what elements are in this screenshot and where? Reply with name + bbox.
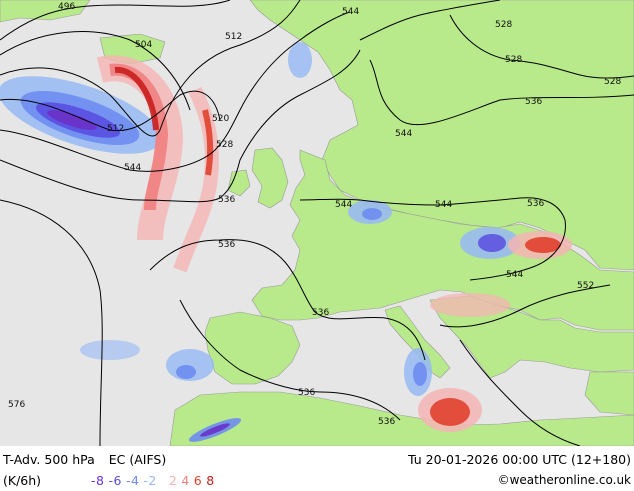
footer-row-top: T-Adv. 500 hPa EC (AIFS) Tu 20-01-2026 0…	[3, 452, 631, 470]
legend-value: -8	[91, 473, 105, 488]
contour-label: 536	[218, 195, 235, 205]
legend-value: 2	[168, 473, 178, 488]
parameter-title: T-Adv. 500 hPa	[3, 452, 95, 467]
contour-label: 496	[58, 2, 75, 12]
map-area: 496 504 512 512 520 528 536 536 536 536 …	[0, 0, 634, 446]
legend-value: 8	[206, 473, 215, 488]
contour-label: 536	[378, 417, 395, 427]
geopotential-contours	[0, 0, 634, 446]
contour-label: 520	[212, 114, 229, 124]
contour-label: 544	[335, 200, 352, 210]
contour-label: 552	[577, 281, 594, 291]
credit-link[interactable]: ©weatheronline.co.uk	[497, 473, 631, 487]
units-label: (K/6h)	[3, 473, 42, 488]
contour-label: 544	[395, 129, 412, 139]
contour-label: 528	[495, 20, 512, 30]
color-legend: -8 -6 -4 -2 2 4 6 8	[91, 473, 219, 488]
contour-label: 528	[505, 55, 522, 65]
contour-label: 544	[435, 200, 452, 210]
legend-value: -4	[125, 473, 140, 488]
contour-label: 544	[342, 7, 359, 17]
legend-value: 4	[181, 473, 190, 488]
contour-label: 528	[604, 77, 621, 87]
contour-label: 512	[107, 124, 124, 134]
contour-labels: 496 504 512 512 520 528 536 536 536 536 …	[8, 2, 621, 427]
contour-label: 544	[506, 270, 523, 280]
model-name: EC (AIFS)	[108, 452, 167, 467]
legend-value: -2	[143, 473, 157, 488]
contour-label: 512	[225, 32, 242, 42]
contour-label: 536	[312, 308, 329, 318]
contour-label: 536	[218, 240, 235, 250]
land	[0, 0, 634, 446]
weather-map: 496 504 512 512 520 528 536 536 536 536 …	[0, 0, 634, 446]
valid-datetime: Tu 20-01-2026 00:00 UTC (12+180)	[408, 452, 631, 467]
contour-label: 528	[216, 140, 233, 150]
contour-label: 536	[527, 199, 544, 209]
map-title: T-Adv. 500 hPa EC (AIFS)	[3, 452, 166, 467]
legend-value: 6	[193, 473, 203, 488]
legend-value: -6	[108, 473, 122, 488]
contour-label: 504	[135, 40, 152, 50]
contour-label: 544	[124, 163, 141, 173]
contour-label: 576	[8, 400, 25, 410]
footer: T-Adv. 500 hPa EC (AIFS) Tu 20-01-2026 0…	[0, 446, 634, 490]
footer-row-bottom: (K/6h) -8 -6 -4 -2 2 4 6 8 ©weatheronline.co.uk	[3, 473, 631, 491]
contour-label: 536	[298, 388, 315, 398]
contour-label: 536	[525, 97, 542, 107]
